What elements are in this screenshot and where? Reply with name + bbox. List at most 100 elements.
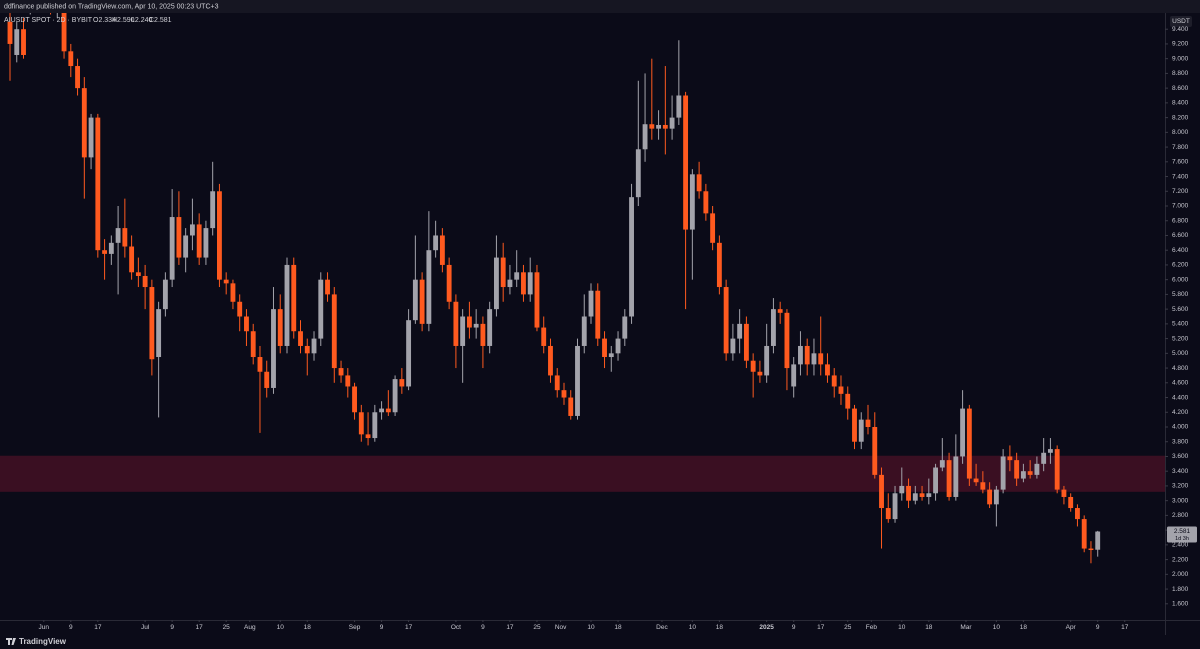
y-tick-label: 9.000	[1172, 55, 1189, 62]
y-tick-label: 4.800	[1172, 365, 1189, 372]
candle-body	[703, 191, 709, 214]
candle-body	[1000, 456, 1006, 490]
candle-body	[1014, 460, 1020, 479]
candle-body	[575, 345, 580, 416]
candle-body	[372, 412, 378, 439]
x-tick-label: 17	[196, 624, 204, 631]
candle-body	[845, 393, 851, 409]
candle-body	[183, 235, 189, 258]
candle-body	[352, 386, 357, 413]
candle-body	[919, 493, 925, 497]
candle-body	[244, 316, 249, 332]
candle-body	[723, 287, 729, 354]
candle-body	[987, 489, 993, 505]
plot-area	[0, 13, 1165, 564]
x-tick-label: Apr	[1066, 624, 1077, 631]
candle-body	[1068, 496, 1074, 509]
candle-body	[291, 264, 297, 332]
x-tick-label: 25	[844, 624, 852, 631]
footer	[0, 635, 1200, 649]
candle-body	[284, 264, 290, 346]
publisher: ddfinance published on TradingView.com, …	[4, 3, 219, 10]
candle-body	[635, 149, 641, 198]
candle-body	[1020, 471, 1026, 479]
y-tick-label: 7.200	[1172, 188, 1189, 195]
x-tick-label: 9	[481, 624, 485, 631]
x-tick-label: Mar	[960, 624, 972, 631]
candle-body	[223, 279, 229, 284]
candle-body	[656, 124, 662, 129]
candle-body	[622, 316, 628, 339]
brand: TradingView	[19, 637, 67, 646]
candle-body	[230, 283, 236, 302]
candle-body	[527, 272, 533, 295]
candle-body	[770, 309, 776, 346]
time-axis: Jun 9 17 Jul 9 17 25 Aug 10 18 Sep 9 17 Oct 9 17 25 Nov 10…	[39, 620, 1129, 631]
candle-body	[595, 290, 601, 339]
candle-body	[115, 228, 121, 243]
x-tick-label: 2025	[759, 624, 774, 631]
candle-body	[838, 386, 844, 394]
x-tick-label: 10	[277, 624, 285, 631]
x-tick-label: 18	[1020, 624, 1028, 631]
candle-body	[764, 345, 770, 376]
candle-body	[777, 309, 783, 313]
y-tick-label: 8.000	[1172, 129, 1189, 136]
candle-body	[210, 191, 216, 229]
candle-body	[122, 228, 128, 247]
y-tick-label: 6.600	[1172, 232, 1189, 239]
candle-body	[392, 379, 398, 413]
brand-logo	[6, 638, 16, 645]
candle-body	[1061, 489, 1067, 497]
candle-body	[906, 485, 911, 501]
candle-body	[676, 95, 682, 118]
y-tick-label: 8.800	[1172, 70, 1189, 77]
y-tick-label: 3.200	[1172, 483, 1189, 490]
x-tick-label: 25	[533, 624, 541, 631]
candle-body	[811, 353, 817, 365]
ohlc-high: H2.590	[112, 17, 135, 24]
candle-body	[933, 467, 938, 494]
candle-body	[804, 345, 810, 365]
candle-body	[615, 338, 621, 354]
candle-body	[304, 345, 310, 354]
candle-body	[311, 338, 317, 354]
x-tick-label: 17	[506, 624, 514, 631]
candle-body	[561, 390, 567, 398]
candle-body	[939, 460, 945, 468]
ohlc-open: O2.334	[93, 17, 116, 24]
candle-body	[196, 224, 202, 258]
y-tick-label: 4.000	[1172, 424, 1189, 431]
candle-body	[338, 368, 344, 376]
candle-body	[548, 345, 553, 376]
candle-body	[21, 29, 26, 55]
y-tick-label: 4.400	[1172, 394, 1189, 401]
ohlc-readout: O2.334 H2.590 L2.240 C2.581	[93, 17, 172, 24]
x-tick-label: 17	[1121, 624, 1129, 631]
candle-body	[189, 224, 195, 236]
candle-body	[554, 375, 560, 391]
candle-body	[885, 508, 891, 520]
y-tick-label: 3.000	[1172, 497, 1189, 504]
candle-body	[1088, 548, 1094, 551]
x-tick-label: Aug	[244, 624, 256, 631]
candle-body	[102, 250, 108, 254]
y-tick-label: 2.200	[1172, 556, 1189, 563]
candle-body	[237, 301, 243, 317]
candle-body	[433, 235, 439, 251]
candle-body	[743, 323, 749, 361]
candle-body	[872, 426, 878, 475]
symbol: AIUSDT SPOT · 2D · BYBIT	[4, 17, 93, 24]
candle-body	[325, 279, 330, 295]
candle-body	[608, 353, 614, 358]
x-tick-label: 10	[689, 624, 697, 631]
candle-body	[1081, 519, 1087, 549]
candle-body	[541, 327, 547, 346]
candle-body	[399, 379, 405, 387]
x-tick-label: Jul	[141, 624, 150, 631]
candle-body	[446, 264, 452, 302]
candle-body	[784, 312, 790, 369]
candle-body	[710, 213, 716, 243]
candle-body	[588, 290, 594, 317]
candle-body	[629, 197, 634, 317]
